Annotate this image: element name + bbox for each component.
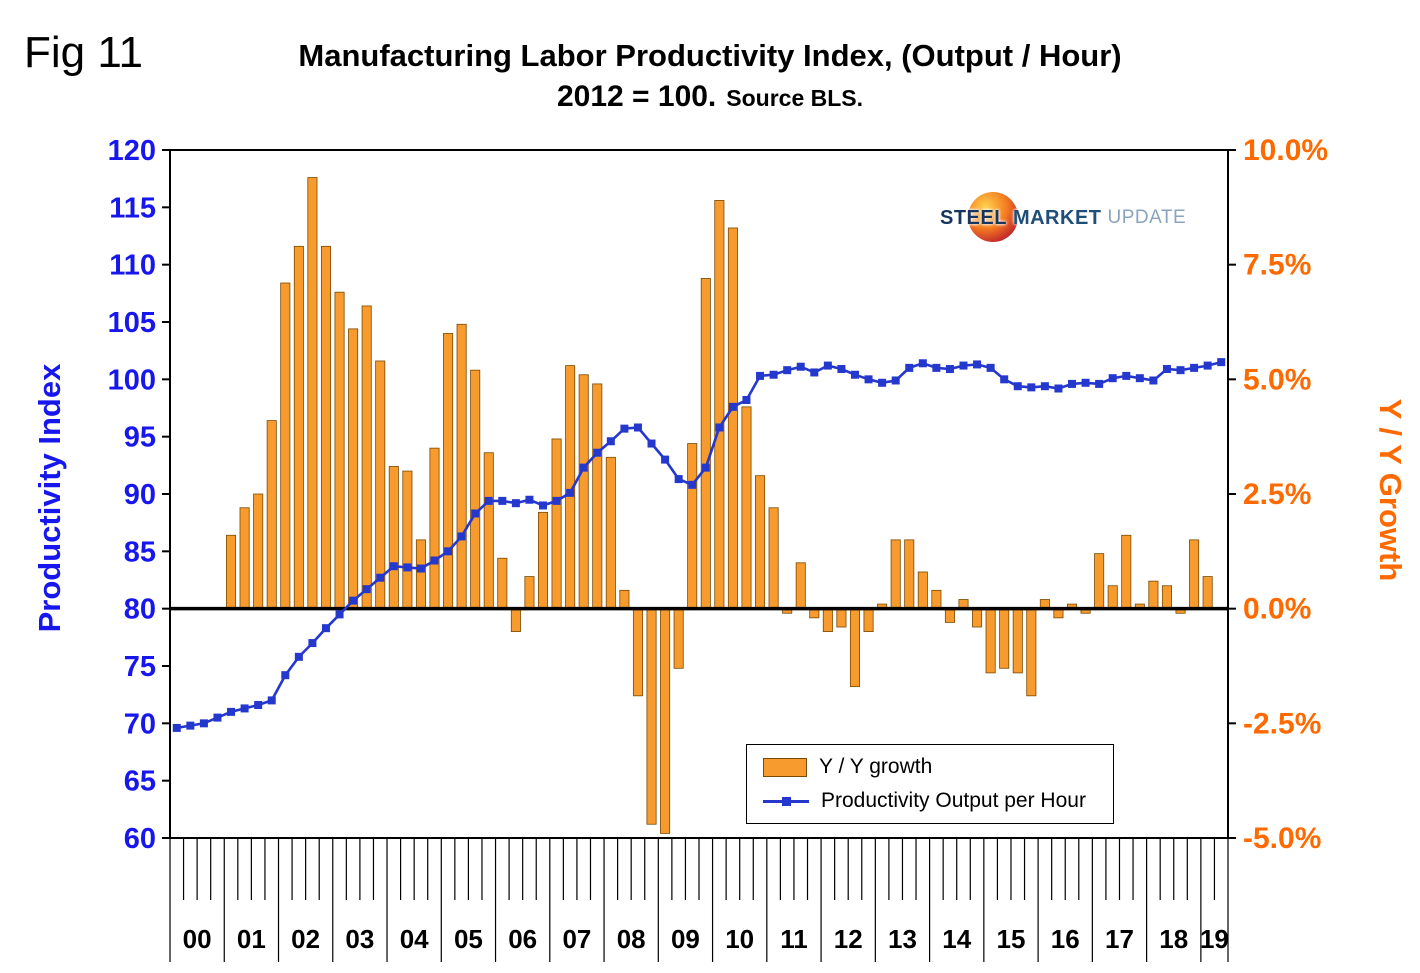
- logo-word-market: MARKET: [1012, 206, 1102, 229]
- legend-line-label: Productivity Output per Hour: [821, 789, 1086, 812]
- logo-word-update: UPDATE: [1107, 207, 1187, 228]
- right-axis-title: Y / Y Growth: [1373, 398, 1408, 582]
- svg-text:60: 60: [124, 823, 156, 855]
- legend-item-bar: Y / Y growth: [763, 755, 1097, 779]
- svg-text:19: 19: [1200, 924, 1229, 954]
- svg-text:02: 02: [291, 924, 320, 954]
- svg-text:10.0%: 10.0%: [1243, 134, 1328, 167]
- svg-text:65: 65: [124, 766, 156, 798]
- svg-text:10: 10: [725, 924, 754, 954]
- line-series-marker: [782, 796, 791, 806]
- line-series-swatch: [763, 796, 809, 806]
- svg-text:115: 115: [109, 192, 156, 224]
- svg-text:80: 80: [124, 594, 156, 626]
- chart-title: Manufacturing Labor Productivity Index, …: [298, 38, 1122, 73]
- smu-logo: STEEL MARKET UPDATE: [932, 190, 1186, 246]
- legend-bar-label: Y / Y growth: [819, 755, 933, 778]
- svg-text:100: 100: [108, 364, 156, 396]
- chart-title-block: Manufacturing Labor Productivity Index, …: [0, 0, 1420, 114]
- svg-text:05: 05: [454, 924, 483, 954]
- svg-text:15: 15: [997, 924, 1026, 954]
- svg-text:-5.0%: -5.0%: [1243, 822, 1321, 855]
- svg-text:07: 07: [562, 924, 591, 954]
- svg-text:11: 11: [780, 924, 808, 954]
- svg-text:09: 09: [671, 924, 700, 954]
- svg-text:03: 03: [345, 924, 374, 954]
- chart-subtitle: 2012 = 100.: [556, 80, 717, 113]
- svg-text:12: 12: [834, 924, 863, 954]
- legend-item-line: Productivity Output per Hour: [763, 789, 1097, 813]
- svg-text:70: 70: [124, 708, 156, 740]
- svg-text:85: 85: [124, 536, 156, 568]
- svg-text:7.5%: 7.5%: [1243, 249, 1311, 282]
- figure-number: Fig 11: [24, 28, 144, 77]
- svg-text:0.0%: 0.0%: [1243, 593, 1311, 626]
- chart-subtitle-row: 2012 = 100. Source BLS.: [0, 80, 1420, 114]
- legend: Y / Y growth Productivity Output per Hou…: [746, 744, 1114, 824]
- svg-text:13: 13: [888, 924, 917, 954]
- svg-text:06: 06: [508, 924, 537, 954]
- svg-text:16: 16: [1051, 924, 1080, 954]
- svg-text:120: 120: [108, 135, 156, 167]
- svg-text:105: 105: [108, 307, 156, 339]
- svg-text:2.5%: 2.5%: [1243, 478, 1311, 511]
- bar-series-swatch: [763, 757, 807, 777]
- source-note: Source BLS.: [726, 85, 864, 111]
- logo-sphere-icon: [968, 192, 1018, 242]
- svg-text:95: 95: [124, 422, 156, 454]
- svg-text:01: 01: [237, 924, 266, 954]
- svg-text:00: 00: [183, 924, 212, 954]
- svg-text:04: 04: [400, 924, 429, 954]
- svg-text:-2.5%: -2.5%: [1243, 707, 1321, 740]
- left-axis-title: Productivity Index: [32, 363, 67, 633]
- svg-text:08: 08: [617, 924, 646, 954]
- svg-text:5.0%: 5.0%: [1243, 363, 1311, 396]
- svg-text:14: 14: [942, 924, 971, 954]
- svg-text:17: 17: [1105, 924, 1134, 954]
- logo-word-steel: STEEL: [940, 206, 1007, 229]
- svg-text:110: 110: [109, 250, 156, 282]
- svg-text:90: 90: [124, 479, 156, 511]
- svg-text:18: 18: [1159, 924, 1188, 954]
- svg-text:75: 75: [124, 651, 156, 683]
